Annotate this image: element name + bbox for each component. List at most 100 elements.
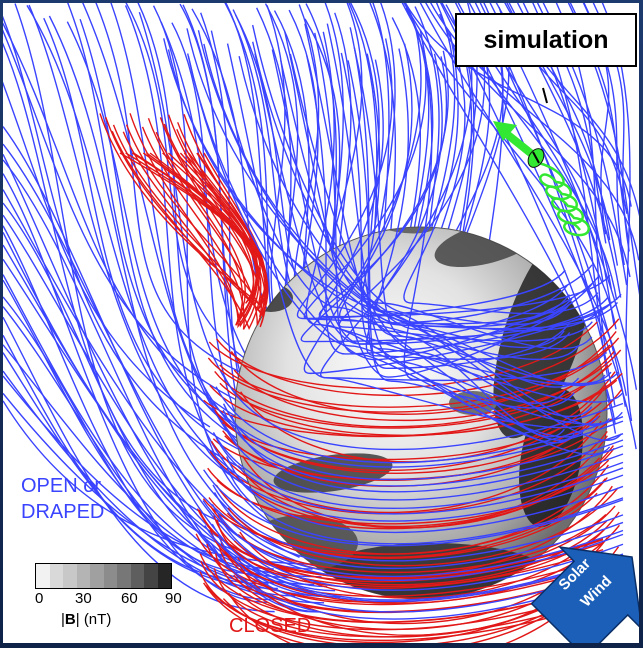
gyration-helix: [538, 161, 590, 237]
open-field-line: [210, 30, 575, 442]
particle-velocity-arrow: [493, 121, 545, 168]
open-field-line: [283, 30, 593, 378]
open-field-line: [3, 375, 322, 578]
closed-field-line: [219, 344, 611, 408]
closed-field-line: [216, 318, 620, 397]
unit-suffix: | (nT): [75, 611, 112, 628]
closed-field-line: [237, 514, 607, 574]
open-field-line: [211, 504, 624, 581]
open-field-line: [3, 344, 315, 586]
closed-field-line: [122, 131, 258, 328]
colorbar-tick-90: 90: [165, 590, 182, 607]
open-field-line: [222, 403, 624, 481]
open-field-line: [202, 500, 624, 578]
open-field-line: [28, 4, 279, 502]
closed-field-line: [199, 553, 604, 624]
closed-field-line: [99, 113, 267, 306]
closed-field-line: [105, 116, 269, 316]
open-field-line: [3, 81, 211, 428]
colorbar-unit-label: |B| (nT): [61, 611, 111, 628]
open-field-line: [66, 21, 259, 449]
open-draped-label: OPEN or DRAPED: [21, 473, 104, 525]
unit-symbol: B: [64, 611, 76, 628]
small-tick-mark: [542, 87, 548, 104]
open-field-line: [403, 31, 599, 315]
open-field-line: [3, 143, 321, 584]
open-field-line: [317, 59, 573, 444]
closed-field-line: [207, 337, 620, 413]
open-field-line: [223, 423, 624, 501]
open-field-line: [203, 444, 624, 522]
colorbar-segment: [103, 564, 117, 588]
closed-field-line: [212, 512, 604, 583]
closed-field-line: [155, 131, 258, 326]
closed-field-line: [233, 349, 622, 422]
open-field-line: [425, 3, 631, 278]
open-label-line1: OPEN or: [21, 475, 102, 497]
open-field-line: [202, 390, 624, 468]
open-field-line: [3, 306, 296, 597]
open-field-line: [124, 5, 289, 520]
open-field-line: [204, 525, 624, 603]
open-field-line: [318, 56, 611, 318]
simulation-panel: simulation OPEN or DRAPED CLOSED 0 30 60…: [3, 3, 639, 643]
open-label-line2: DRAPED: [21, 501, 105, 523]
colorbar-segment: [117, 564, 131, 588]
colorbar-segment: [49, 564, 63, 588]
open-field-line: [347, 60, 575, 409]
gyrating-particle-trajectory: [538, 161, 590, 237]
open-field-line: [217, 513, 624, 591]
open-field-line: [251, 24, 571, 326]
open-field-line: [338, 35, 593, 342]
open-field-line: [3, 126, 316, 593]
colorbar-tick-60: 60: [121, 590, 138, 607]
open-field-line: [374, 53, 622, 441]
open-field-line: [3, 22, 251, 426]
closed-field-line: [226, 492, 598, 559]
closed-field-line: [219, 535, 604, 606]
open-field-line: [305, 31, 623, 403]
open-field-line: [3, 173, 268, 603]
unit-prefix: |: [61, 611, 65, 628]
open-field-line: [3, 274, 292, 579]
colorbar-tick-30: 30: [75, 590, 92, 607]
open-field-line: [231, 415, 624, 493]
colorbar-segment: [90, 564, 104, 588]
open-field-line: [326, 23, 566, 404]
open-field-line: [3, 296, 264, 576]
closed-field-line: [202, 478, 607, 555]
closed-field-line: [167, 114, 261, 304]
open-field-line: [365, 48, 571, 360]
open-field-line: [203, 469, 624, 547]
open-field-line: [3, 189, 337, 569]
field-strength-colorbar: [35, 563, 172, 589]
open-field-line: [226, 456, 624, 534]
open-field-line: [303, 30, 573, 325]
solar-wind-arrow: [530, 546, 639, 643]
open-field-line: [280, 60, 593, 350]
open-field-line: [3, 202, 274, 570]
open-field-line: [289, 53, 593, 418]
open-field-line: [340, 52, 620, 386]
closed-field-line: [213, 568, 604, 638]
colorbar-segment: [36, 564, 50, 588]
field-line-scene: [3, 3, 639, 643]
colorbar-segment: [63, 564, 77, 588]
open-field-line: [167, 49, 610, 427]
colorbar-segment: [144, 564, 158, 588]
closed-field-line: [199, 571, 604, 641]
open-field-line: [3, 42, 226, 525]
open-field-line: [215, 386, 624, 464]
open-field-line: [226, 467, 624, 545]
closed-field-line: [163, 123, 268, 318]
open-field-line: [222, 373, 624, 451]
open-field-line: [95, 3, 279, 388]
open-field-line: [296, 38, 566, 320]
open-field-line: [211, 523, 624, 601]
colorbar-segment: [157, 564, 171, 588]
open-field-line: [213, 492, 624, 570]
open-field-line: [320, 33, 606, 382]
open-field-line: [300, 50, 613, 343]
closed-field-line: [237, 445, 614, 529]
